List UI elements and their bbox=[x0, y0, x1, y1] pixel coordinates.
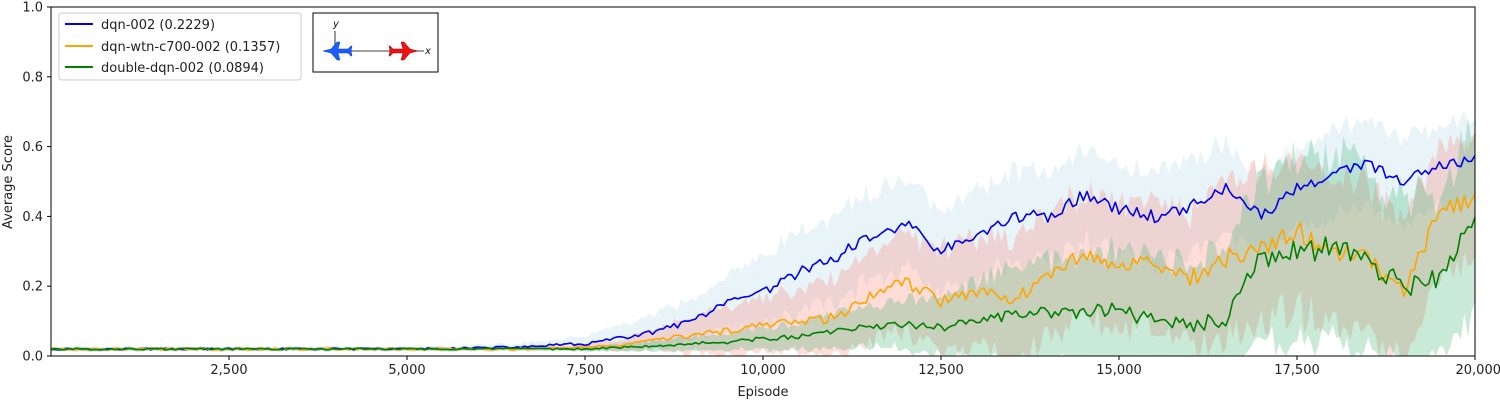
y-tick-label: 0.8 bbox=[22, 70, 43, 85]
x-axis-label: Episode bbox=[737, 385, 788, 400]
inset-x-label: x bbox=[424, 46, 431, 57]
series-line-double-dqn bbox=[50, 217, 1476, 351]
blue-aircraft-icon bbox=[322, 41, 353, 61]
y-tick-label: 1.0 bbox=[22, 1, 43, 16]
legend-entry-dqn-wtn: dqn-wtn-c700-002 (0.1357) bbox=[101, 40, 280, 55]
y-tick-label: 0.2 bbox=[22, 280, 43, 295]
legend-entry-dqn: dqn-002 (0.2229) bbox=[101, 18, 215, 33]
aircraft-inset: y x bbox=[312, 12, 439, 73]
x-tick-label: 5,000 bbox=[388, 363, 425, 378]
x-tick-label: 20,000 bbox=[1456, 363, 1500, 378]
series-lines bbox=[50, 155, 1476, 351]
confidence-bands bbox=[51, 109, 1475, 356]
inset-frame bbox=[312, 12, 439, 73]
x-axis-ticks: 2,500 5,000 7,500 10,000 12,500 15,000 17,500 2… bbox=[210, 356, 1500, 378]
legend: dqn-002 (0.2229) dqn-wtn-c700-002 (0.135… bbox=[58, 12, 302, 81]
x-tick-label: 15,000 bbox=[1096, 363, 1142, 378]
inset-y-label: y bbox=[332, 19, 340, 30]
x-tick-label: 7,500 bbox=[566, 363, 603, 378]
band-dqn bbox=[51, 109, 1475, 354]
band-dqn-wtn bbox=[51, 132, 1475, 356]
x-tick-label: 12,500 bbox=[918, 363, 964, 378]
band-double-dqn bbox=[51, 115, 1475, 356]
y-axis-ticks: 0.0 0.2 0.4 0.6 0.8 1.0 bbox=[22, 1, 51, 365]
x-tick-label: 2,500 bbox=[210, 363, 247, 378]
x-tick-label: 17,500 bbox=[1274, 363, 1320, 378]
y-tick-label: 0.4 bbox=[22, 210, 43, 225]
red-aircraft-icon bbox=[388, 41, 419, 61]
legend-entry-double-dqn: double-dqn-002 (0.0894) bbox=[101, 61, 264, 76]
y-tick-label: 0.0 bbox=[22, 350, 43, 365]
y-tick-label: 0.6 bbox=[22, 140, 43, 155]
x-tick-label: 10,000 bbox=[740, 363, 786, 378]
legend-box bbox=[58, 12, 302, 81]
y-axis-label: Average Score bbox=[1, 135, 16, 229]
